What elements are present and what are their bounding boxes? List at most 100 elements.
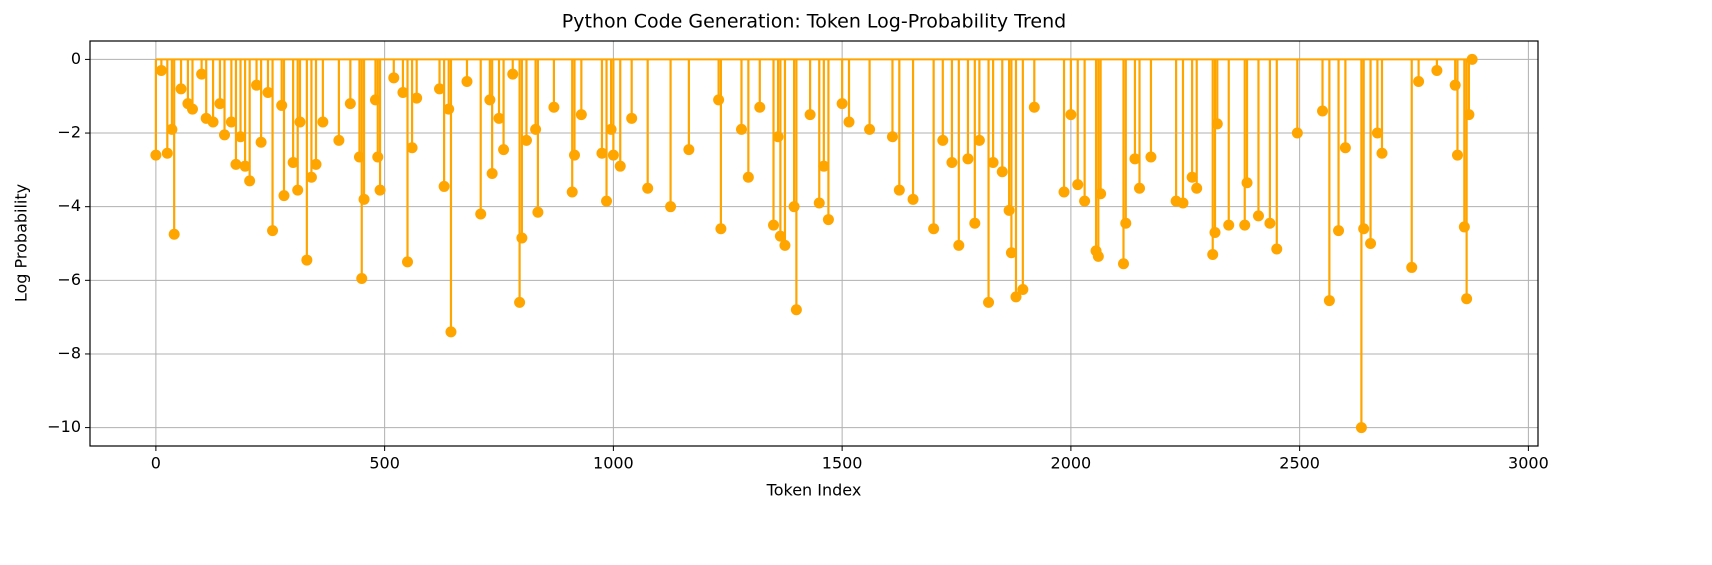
stem-marker	[530, 123, 542, 135]
stem-marker	[1406, 261, 1418, 273]
stem-marker	[1271, 243, 1283, 255]
stem-marker	[484, 94, 496, 106]
stem-marker	[1466, 53, 1478, 65]
stem-marker	[568, 149, 580, 161]
stem-marker	[219, 129, 231, 141]
stem-marker	[301, 254, 313, 266]
stem-marker	[1431, 64, 1443, 76]
stem-marker	[333, 134, 345, 146]
stem-marker	[1223, 219, 1235, 231]
y-tick-label: −6	[57, 270, 81, 289]
stem-marker	[937, 134, 949, 146]
stem-marker	[1005, 247, 1017, 259]
stem-marker	[1017, 284, 1029, 296]
stem-marker	[372, 151, 384, 163]
stem-marker	[1241, 177, 1253, 189]
stem-marker	[1317, 105, 1329, 117]
stem-marker	[1207, 249, 1219, 261]
stem-marker	[498, 144, 510, 156]
stem-marker	[317, 116, 329, 128]
stem-marker	[928, 223, 940, 235]
stem-marker	[1079, 195, 1091, 207]
stem-marker	[196, 68, 208, 80]
stem-marker	[983, 296, 995, 308]
stem-marker	[292, 184, 304, 196]
stem-marker	[1065, 109, 1077, 121]
stem-marker	[532, 206, 544, 218]
stem-marker	[438, 180, 450, 192]
stem-marker	[1413, 76, 1425, 87]
stem-marker	[779, 239, 791, 251]
stem-marker	[614, 160, 626, 172]
stem-marker	[715, 223, 727, 235]
stem-marker	[214, 98, 226, 110]
stem-marker	[1129, 153, 1141, 165]
x-tick-label: 500	[369, 454, 400, 473]
stem-marker	[244, 175, 256, 187]
stem-marker	[683, 144, 695, 156]
chart-title: Python Code Generation: Token Log-Probab…	[562, 11, 1066, 33]
stem-marker	[1145, 151, 1157, 163]
stem-marker	[287, 157, 299, 168]
stem-marker	[175, 83, 187, 95]
stem-marker	[166, 123, 178, 135]
x-tick-label: 0	[151, 454, 161, 473]
stem-marker	[514, 296, 526, 308]
stem-marker	[1092, 250, 1104, 262]
stem-marker	[626, 112, 638, 124]
stem-marker	[1028, 101, 1040, 113]
stem-marker	[388, 72, 400, 84]
stem-marker	[566, 186, 578, 198]
stem-marker	[665, 201, 677, 213]
stem-marker	[973, 134, 985, 146]
stem-marker	[713, 94, 725, 106]
stem-marker	[251, 79, 263, 91]
stem-marker	[813, 197, 825, 209]
stem-marker	[402, 256, 414, 268]
stem-marker	[1323, 295, 1335, 307]
stem-marker	[475, 208, 487, 220]
marks	[150, 53, 1478, 434]
stem-marker	[344, 98, 356, 110]
stem-marker	[774, 230, 786, 242]
stem-marker	[411, 92, 423, 104]
stem-marker	[406, 142, 418, 154]
stem-marker	[461, 76, 473, 87]
stem-marker	[1072, 179, 1084, 191]
stem-marker	[790, 304, 802, 316]
stem-marker	[1463, 109, 1475, 121]
stem-marker	[969, 217, 981, 229]
stem-marker	[1458, 221, 1470, 233]
y-tick-label: 0	[71, 49, 81, 68]
stem-marker	[1010, 291, 1022, 303]
stem-marker	[235, 131, 247, 143]
stem-marker	[754, 101, 766, 113]
stem-marker	[836, 98, 848, 110]
stem-marker	[1239, 219, 1251, 231]
stem-marker	[1003, 204, 1015, 216]
stem-marker	[1191, 182, 1203, 194]
y-tick-label: −8	[57, 343, 81, 362]
stem-marker	[186, 103, 198, 115]
stem-marker	[601, 195, 613, 207]
stem-marker	[267, 225, 279, 237]
x-tick-label: 1000	[593, 454, 634, 473]
stem-marker	[278, 190, 290, 202]
stem-marker	[768, 219, 780, 231]
x-tick-label: 1500	[822, 454, 863, 473]
stem-marker	[607, 149, 619, 161]
stem-marker	[1333, 225, 1345, 237]
stem-marker	[864, 123, 876, 135]
stem-marker	[1118, 258, 1130, 270]
stem-marker	[575, 109, 587, 121]
stem-marker	[953, 239, 965, 251]
stem-marker	[1058, 186, 1070, 198]
stem-marker	[735, 123, 747, 135]
stem-marker	[310, 158, 322, 170]
stem-marker	[1376, 147, 1388, 159]
stem-marker	[1365, 238, 1377, 249]
y-axis-label: Log Probability	[12, 184, 31, 302]
stem-marker	[818, 160, 830, 172]
stem-marker	[1371, 127, 1383, 139]
